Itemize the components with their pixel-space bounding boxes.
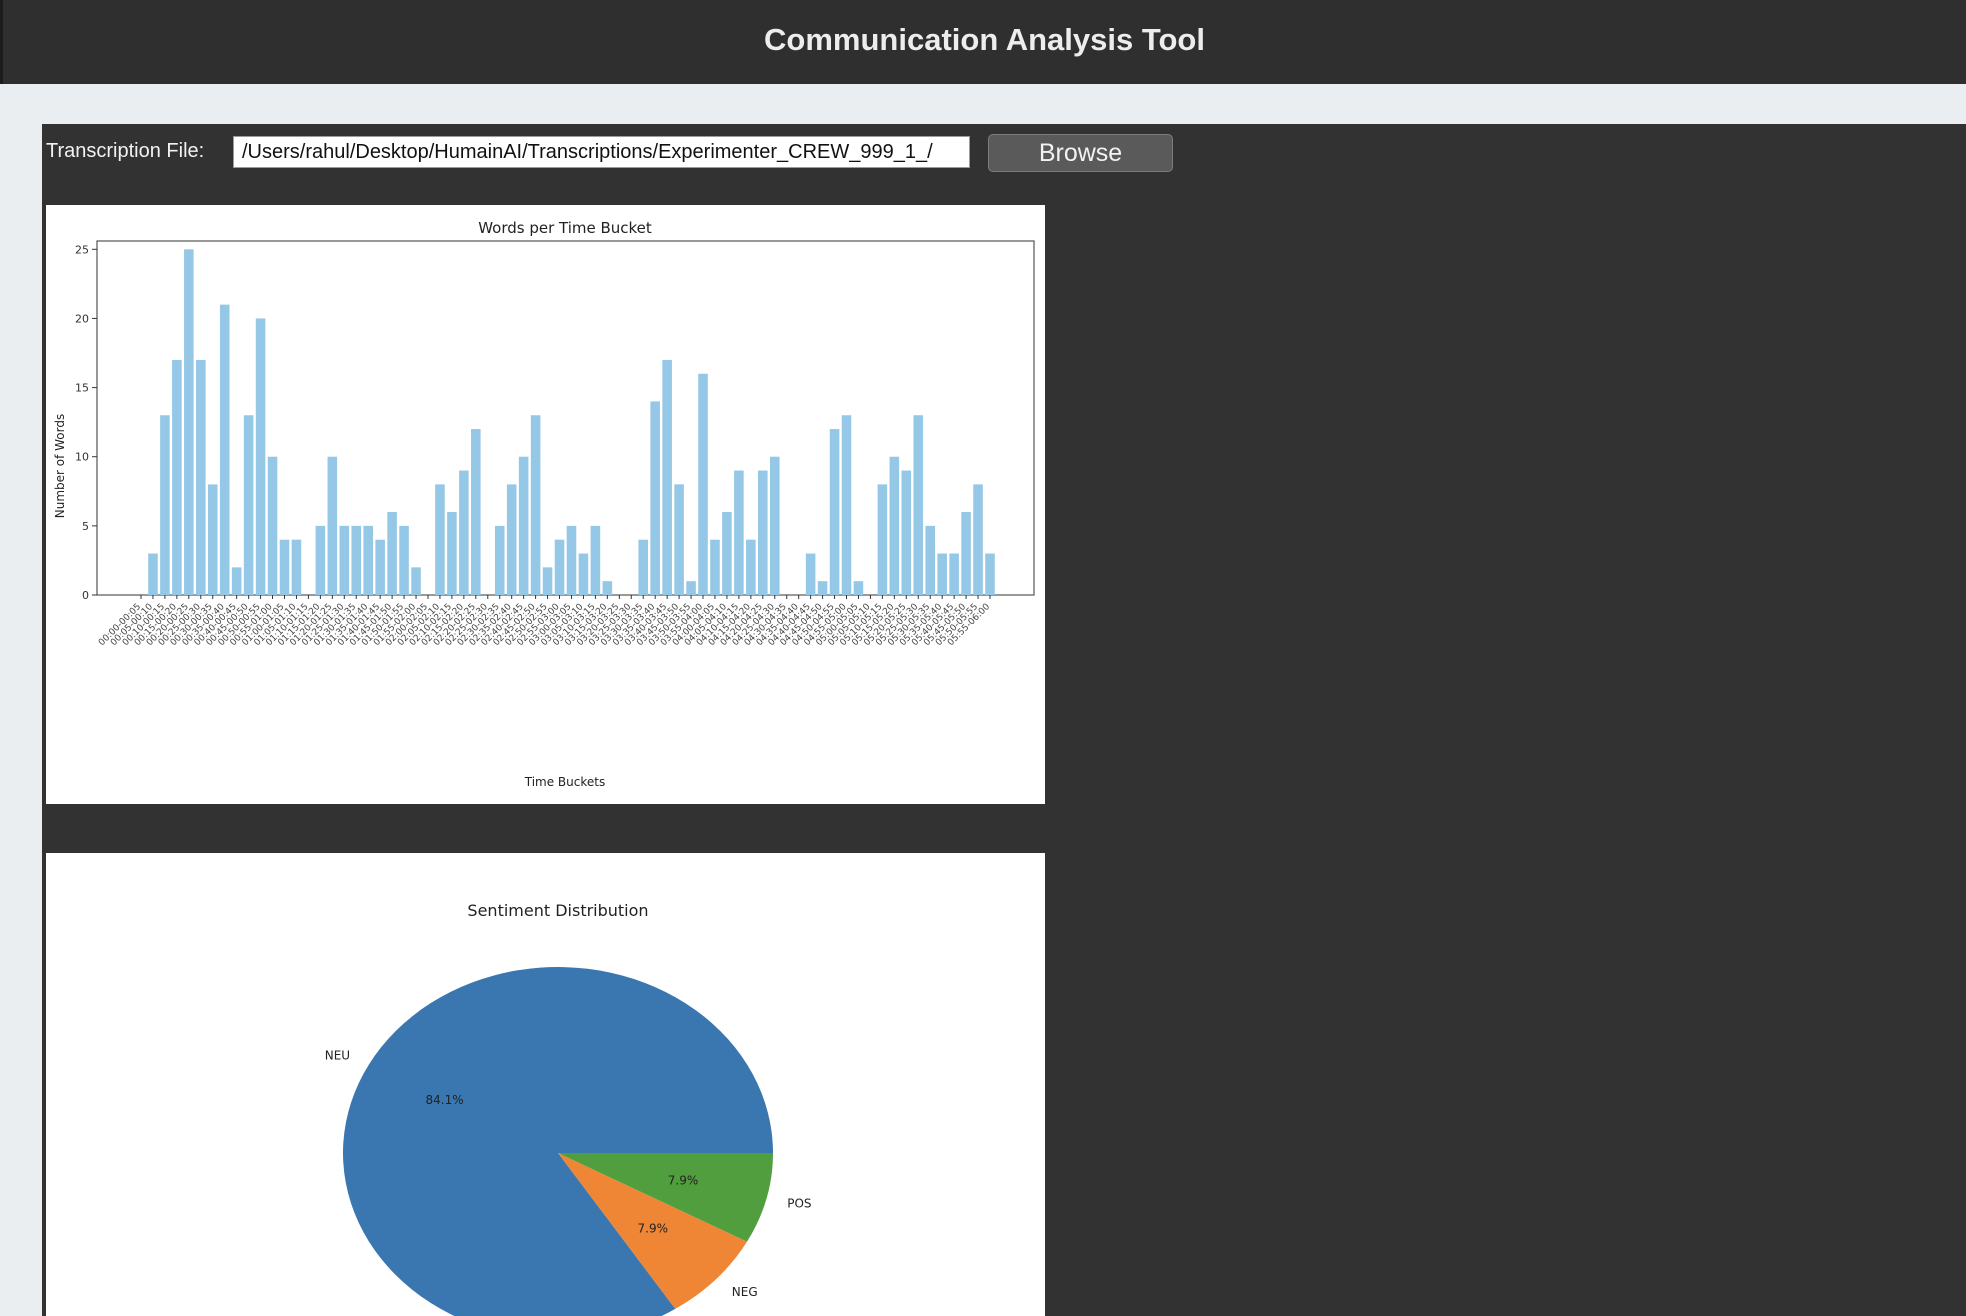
sentiment-pie-chart: Sentiment Distribution NEU 84.1% NEG 7.9% PO… (46, 853, 1045, 1316)
bar (985, 553, 995, 595)
y-tick-label: 5 (82, 520, 89, 533)
bar (746, 539, 756, 595)
bar (829, 429, 840, 595)
bar (435, 484, 445, 595)
bar-chart-frame (96, 240, 1035, 596)
y-tick-label: 15 (75, 382, 89, 395)
bar (973, 484, 983, 595)
bar (686, 581, 696, 595)
bar (255, 318, 266, 595)
pie-slice-pos (558, 1153, 773, 1242)
pie-label-neg: NEG (732, 1285, 758, 1299)
bar (471, 429, 481, 595)
bar (913, 415, 924, 595)
bar (243, 415, 254, 595)
bar (339, 525, 350, 595)
pie-chart-title: Sentiment Distribution (467, 901, 648, 920)
pie-pct-neg: 7.9% (638, 1222, 669, 1236)
bar-chart-ylabel: Number of Words (53, 414, 67, 519)
bar (566, 525, 577, 595)
bar (447, 512, 457, 595)
pie-slice-neg (558, 1153, 748, 1309)
bar-chart-bars (148, 249, 995, 595)
bar (219, 304, 230, 595)
bar (877, 484, 888, 595)
bar (937, 553, 947, 595)
bar (590, 525, 601, 595)
pie-slices (343, 967, 773, 1316)
bar (638, 539, 649, 595)
bar (172, 359, 182, 595)
bar (758, 470, 768, 595)
transcription-file-path-input[interactable] (233, 136, 970, 168)
transcription-file-label: Transcription File: (46, 140, 205, 162)
pie-pct-neu: 84.1% (426, 1093, 464, 1107)
bar (650, 401, 660, 595)
words-per-bucket-chart: Words per Time Bucket Time Buckets Numbe… (46, 205, 1045, 804)
bar (602, 581, 613, 595)
pie-label-neu: NEU (325, 1048, 350, 1062)
bar (961, 512, 971, 595)
y-tick-label: 10 (75, 451, 89, 464)
bar (459, 470, 469, 595)
bar (722, 512, 732, 595)
bar (375, 539, 385, 595)
bar (399, 525, 409, 595)
bar-chart-svg: Words per Time Bucket Time Buckets Numbe… (53, 219, 1035, 789)
bar (805, 553, 816, 595)
bar (387, 512, 397, 595)
y-tick-label: 20 (75, 312, 89, 325)
bar (578, 553, 589, 595)
window-title: Communication Analysis Tool (764, 22, 1205, 57)
bar-chart-xticks: 00:00-00:0500:05-00:1000:10-00:1500:15-0… (97, 595, 992, 648)
title-bar: Communication Analysis Tool (0, 0, 1966, 84)
bar (160, 415, 170, 595)
bar (506, 484, 517, 595)
bar (542, 567, 553, 595)
bar (196, 359, 206, 595)
bar (291, 539, 302, 595)
bar (518, 456, 529, 595)
pie-slice-neu (343, 967, 773, 1316)
bar-chart-yticks: 0 5 10 15 20 25 (75, 243, 97, 602)
bar-chart-title: Words per Time Bucket (478, 219, 652, 237)
bar (698, 373, 708, 595)
y-tick-label: 0 (82, 589, 89, 602)
pie-pct-pos: 7.9% (668, 1173, 699, 1187)
bar (817, 581, 828, 595)
bar (327, 456, 338, 595)
bar (841, 415, 852, 595)
bar (279, 539, 290, 595)
browse-button[interactable]: Browse (988, 134, 1173, 172)
pie-label-pos: POS (787, 1196, 811, 1210)
bar (674, 484, 684, 595)
y-tick-label: 25 (75, 243, 89, 256)
bar (351, 525, 362, 595)
bar (889, 456, 900, 595)
bar (853, 581, 864, 595)
bar (925, 525, 935, 595)
pie-chart-svg: Sentiment Distribution NEU 84.1% NEG 7.9% PO… (325, 901, 812, 1316)
bar (267, 456, 278, 595)
bar (554, 539, 565, 595)
bar (769, 456, 780, 595)
bar (148, 553, 158, 595)
bar (184, 249, 194, 595)
bar (901, 470, 912, 595)
pie-labels: NEU 84.1% NEG 7.9% POS 7.9% (325, 1048, 812, 1298)
bar (494, 525, 505, 595)
bar (363, 525, 373, 595)
bar (662, 359, 672, 595)
bar (710, 539, 720, 595)
bar (207, 484, 218, 595)
bar (530, 415, 541, 595)
bar (231, 567, 242, 595)
bar (949, 553, 959, 595)
bar-chart-xlabel: Time Buckets (524, 775, 605, 789)
bar (411, 567, 421, 595)
bar (315, 525, 326, 595)
bar (734, 470, 744, 595)
